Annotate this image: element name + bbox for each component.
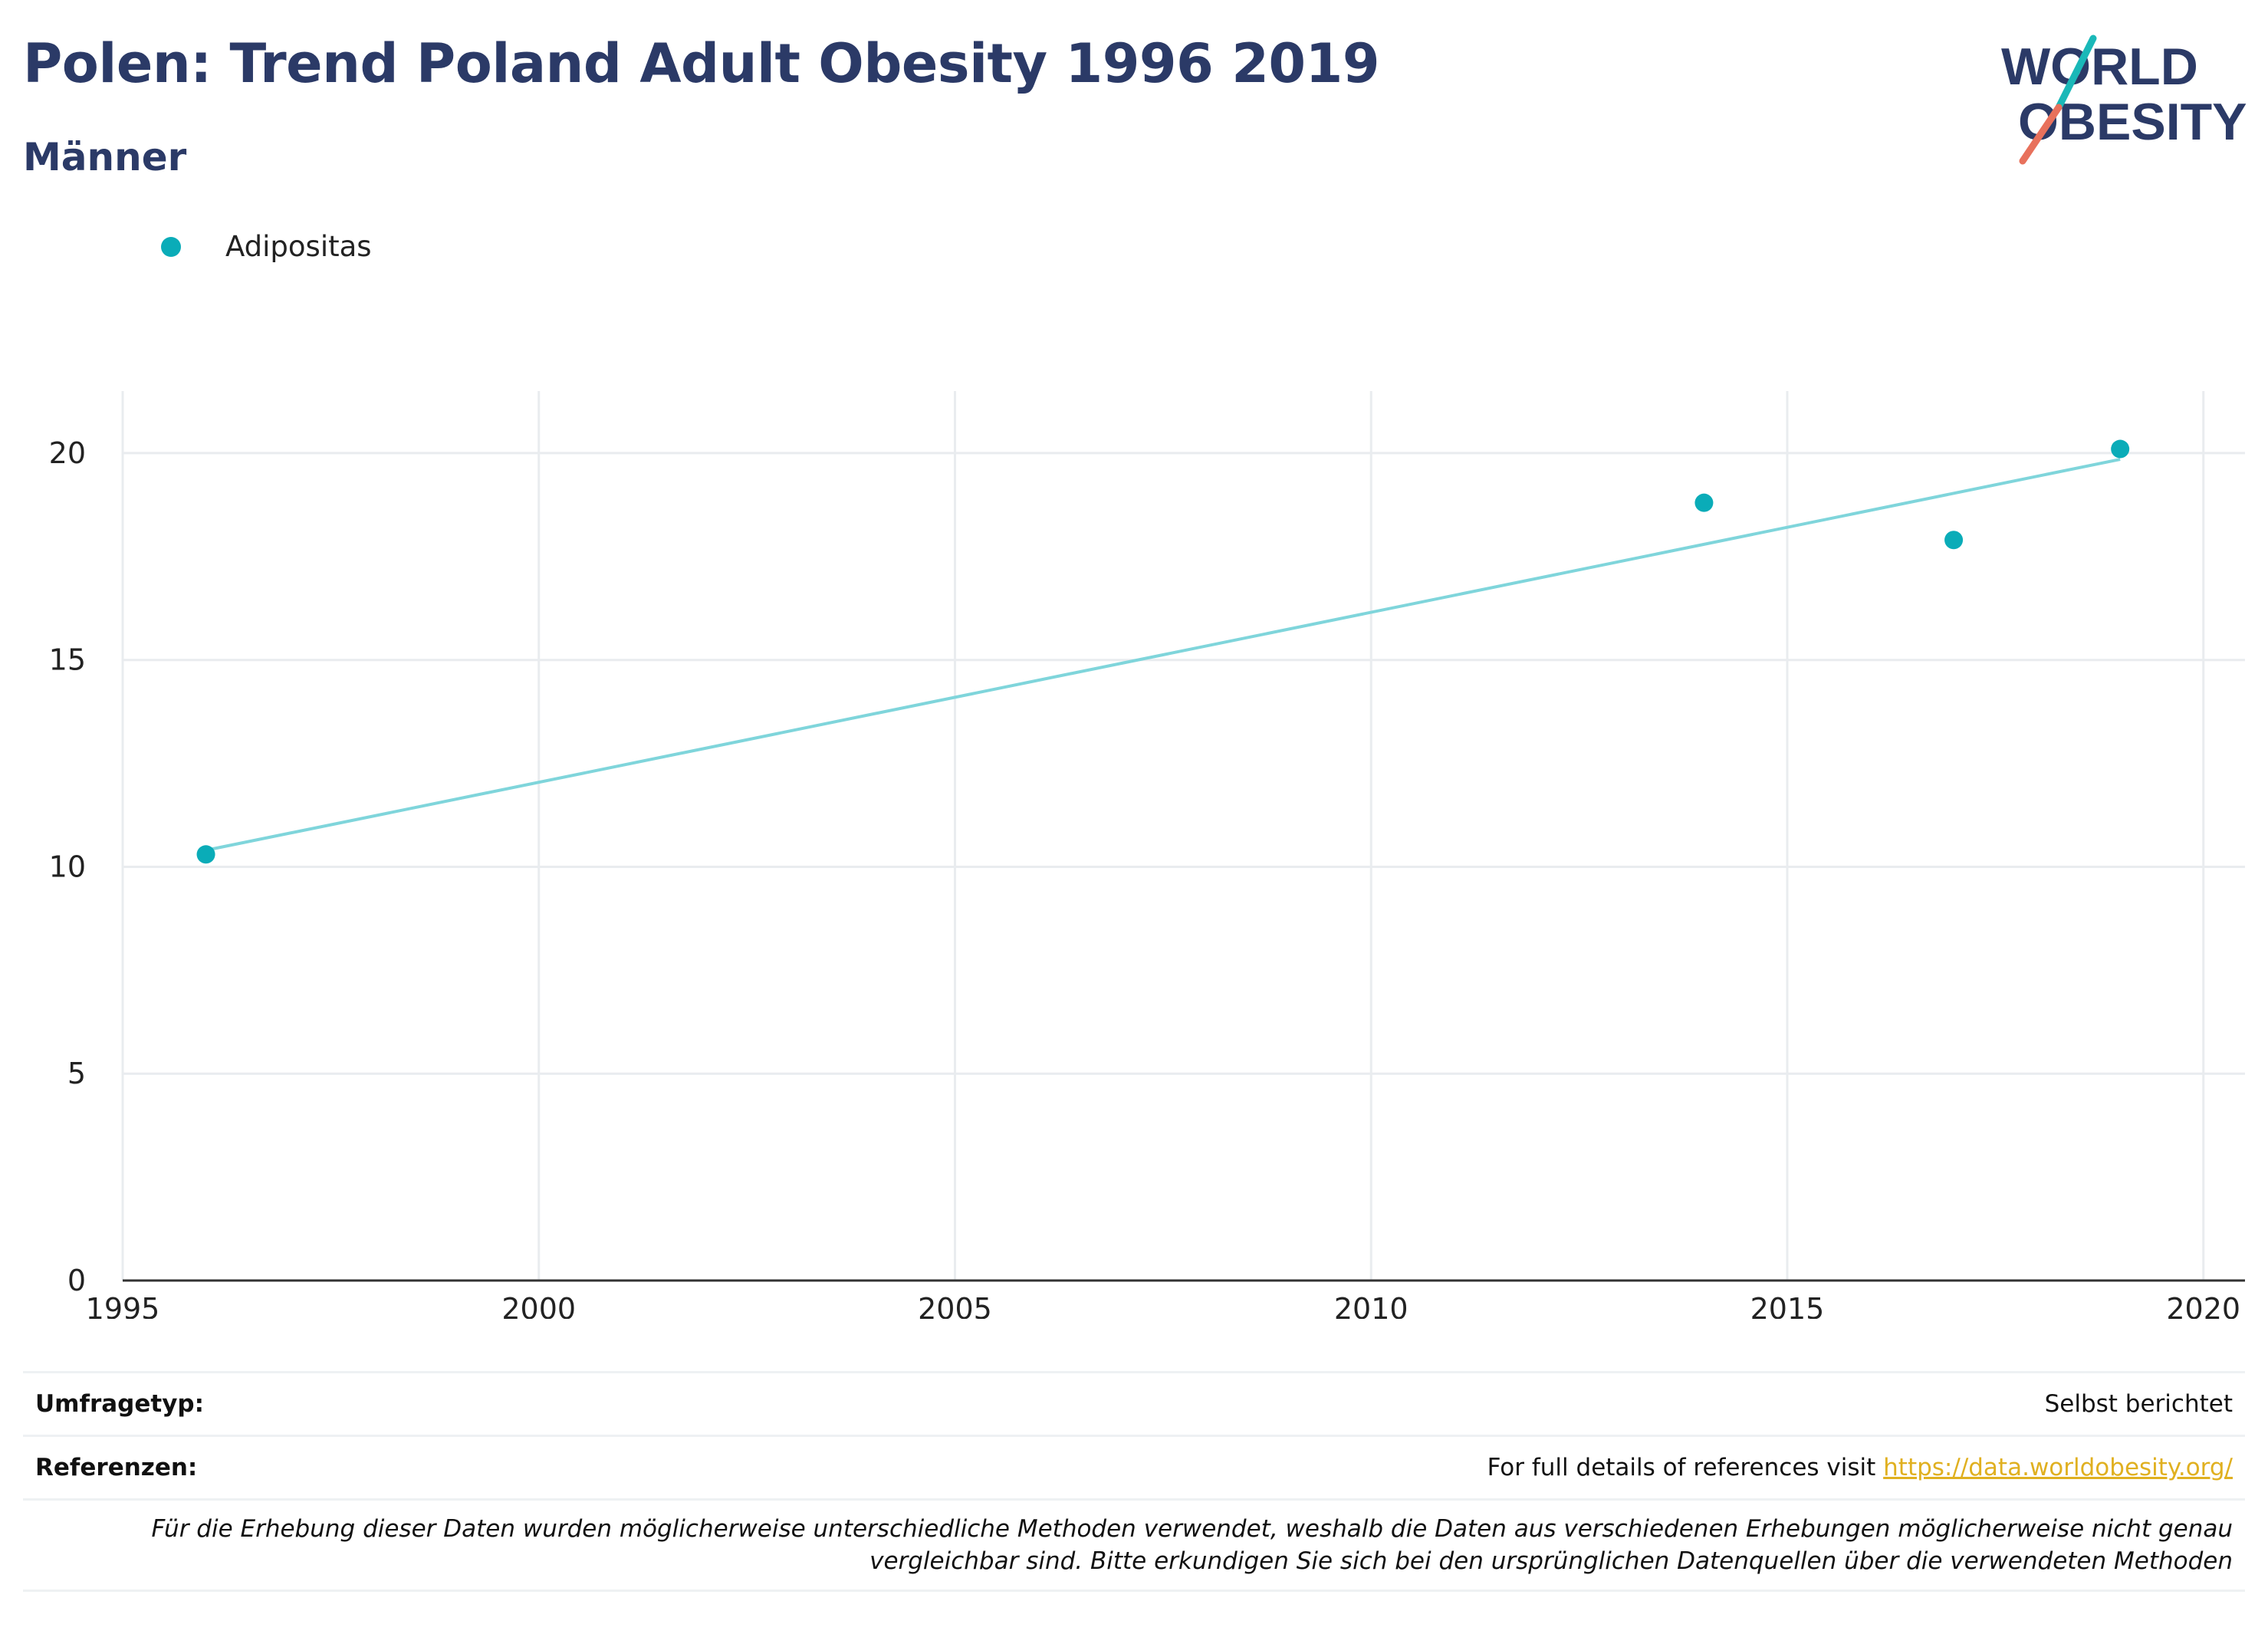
y-tick-label: 5	[67, 1057, 86, 1090]
chart-legend[interactable]: Adipositas	[161, 230, 372, 263]
x-tick-label: 2020	[2166, 1292, 2240, 1319]
chart-footer: Umfragetyp: Selbst berichtet Referenzen:…	[23, 1371, 2245, 1592]
methodology-note: Für die Erhebung dieser Daten wurden mög…	[23, 1498, 2245, 1592]
svg-text:OBESITY: OBESITY	[2018, 93, 2247, 151]
methodology-note-line-2: vergleichbar sind. Bitte erkundigen Sie …	[869, 1547, 2233, 1575]
scatter-chart: 1995 2000 2005 2010 2015 2020 0 5 10 15 20	[49, 391, 2245, 1319]
x-tick-label: 2000	[501, 1292, 576, 1319]
page-title: Polen: Trend Poland Adult Obesity 1996 2…	[23, 32, 1380, 95]
data-point	[1944, 531, 1964, 550]
x-tick-label: 2005	[918, 1292, 992, 1319]
survey-type-value: Selbst berichtet	[2044, 1390, 2233, 1418]
methodology-note-line-1: Für die Erhebung dieser Daten wurden mög…	[151, 1515, 2233, 1543]
legend-label: Adipositas	[225, 230, 372, 263]
references-label: Referenzen:	[35, 1454, 198, 1481]
world-obesity-logo: WORLD OBESITY	[2001, 35, 2247, 165]
legend-marker-icon	[161, 236, 181, 257]
page-subtitle: Männer	[23, 135, 187, 179]
x-tick-label: 1995	[86, 1292, 160, 1319]
references-row: Referenzen: For full details of referenc…	[23, 1435, 2245, 1498]
references-link[interactable]: https://data.worldobesity.org/	[1883, 1454, 2233, 1481]
svg-text:WORLD: WORLD	[2001, 38, 2198, 96]
references-text: For full details of references visit	[1487, 1454, 1884, 1481]
x-tick-label: 2010	[1334, 1292, 1408, 1319]
y-tick-label: 0	[67, 1264, 86, 1297]
y-tick-label: 20	[49, 436, 86, 470]
y-tick-label: 15	[49, 643, 86, 677]
references-value: For full details of references visit htt…	[1487, 1454, 2245, 1481]
y-tick-label: 10	[49, 850, 86, 883]
trend-line	[205, 458, 2121, 852]
survey-type-row: Umfragetyp: Selbst berichtet	[23, 1371, 2245, 1435]
x-tick-label: 2015	[1750, 1292, 1825, 1319]
data-point	[1694, 493, 1714, 512]
data-point	[196, 845, 215, 864]
survey-type-label: Umfragetyp:	[35, 1390, 204, 1418]
data-point	[2111, 439, 2130, 459]
